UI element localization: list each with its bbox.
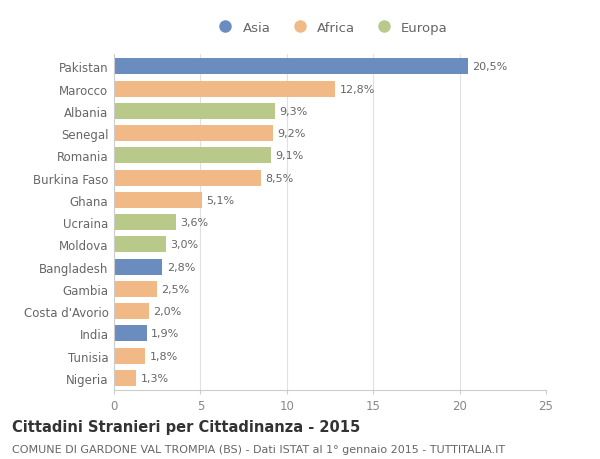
Text: 1,8%: 1,8% [149,351,178,361]
Text: 3,0%: 3,0% [170,240,198,250]
Text: 5,1%: 5,1% [206,196,235,206]
Bar [114,59,468,75]
Bar [114,104,275,120]
Bar [114,126,273,142]
Text: 8,5%: 8,5% [265,173,293,183]
Bar [114,281,157,297]
Bar [114,348,145,364]
Bar [114,325,147,341]
Bar [114,82,335,97]
Text: 2,0%: 2,0% [153,307,181,316]
Bar [114,370,136,386]
Text: 20,5%: 20,5% [473,62,508,72]
Bar [114,303,149,319]
Legend: Asia, Africa, Europa: Asia, Africa, Europa [208,18,452,39]
Bar [114,148,271,164]
Text: 9,3%: 9,3% [279,106,307,117]
Bar [114,215,176,230]
Text: 9,1%: 9,1% [275,151,304,161]
Bar [114,237,166,253]
Text: 9,2%: 9,2% [277,129,305,139]
Text: 1,9%: 1,9% [151,329,179,339]
Text: 12,8%: 12,8% [340,84,375,95]
Bar [114,170,261,186]
Bar [114,259,163,275]
Text: 2,5%: 2,5% [161,284,190,294]
Text: Cittadini Stranieri per Cittadinanza - 2015: Cittadini Stranieri per Cittadinanza - 2… [12,419,360,434]
Bar [114,192,202,208]
Text: 1,3%: 1,3% [141,373,169,383]
Text: COMUNE DI GARDONE VAL TROMPIA (BS) - Dati ISTAT al 1° gennaio 2015 - TUTTITALIA.: COMUNE DI GARDONE VAL TROMPIA (BS) - Dat… [12,444,505,454]
Text: 3,6%: 3,6% [181,218,209,228]
Text: 2,8%: 2,8% [167,262,195,272]
